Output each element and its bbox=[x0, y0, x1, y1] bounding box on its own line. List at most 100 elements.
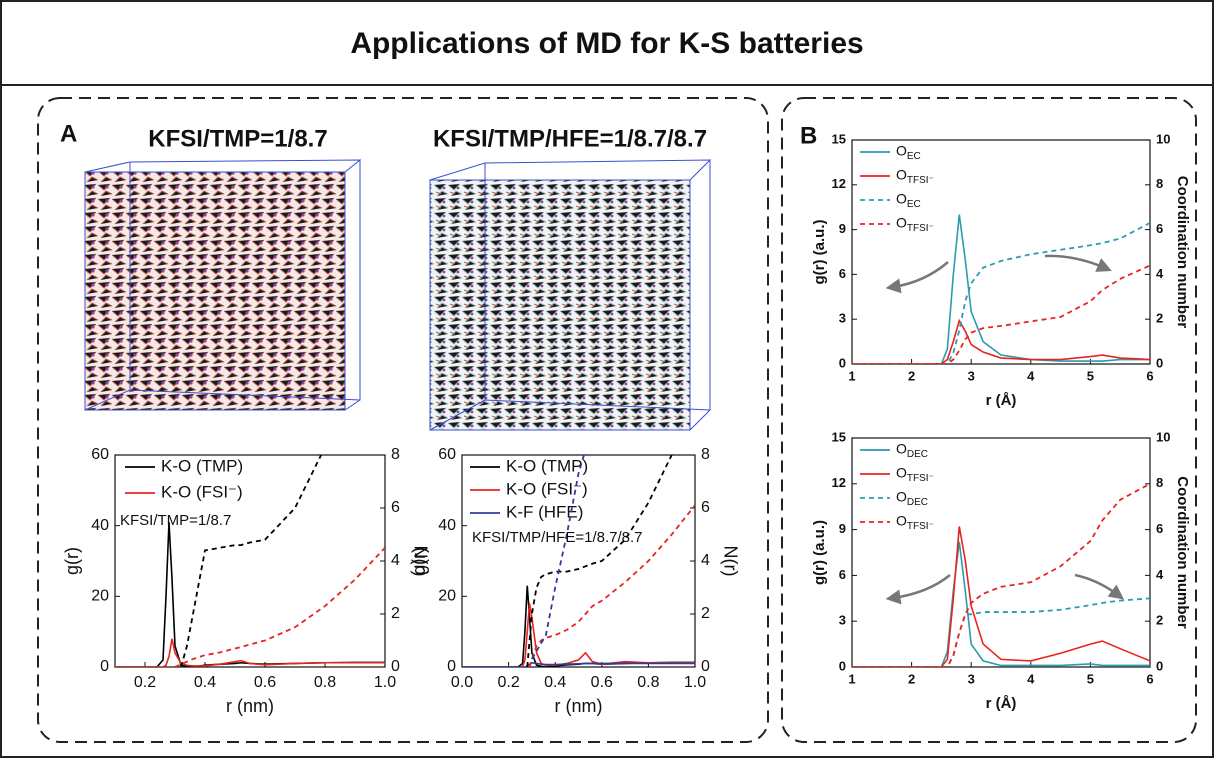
panel-label: B bbox=[800, 122, 817, 149]
data-line bbox=[115, 522, 385, 667]
legend-subscript: DEC bbox=[907, 449, 928, 460]
y-tick-label: 6 bbox=[839, 266, 846, 281]
legend-label: K-O (TMP) bbox=[161, 456, 243, 475]
y2-tick-label: 6 bbox=[391, 499, 400, 516]
y2-tick-label: 8 bbox=[391, 446, 400, 463]
y-tick-label: 9 bbox=[839, 521, 846, 536]
data-line bbox=[852, 598, 1150, 667]
annotation: KFSI/TMP/HFE=1/8.7/8.7 bbox=[472, 529, 642, 546]
y2-tick-label: 6 bbox=[1156, 521, 1163, 536]
data-line bbox=[852, 484, 1150, 667]
x-tick-label: 2 bbox=[908, 368, 915, 383]
y2-tick-label: 0 bbox=[1156, 355, 1163, 370]
y-axis-label: g(r) bbox=[62, 547, 82, 575]
y2-tick-label: 6 bbox=[701, 499, 710, 516]
y2-axis-label: Coordination number bbox=[1174, 476, 1191, 629]
x-tick-label: 1 bbox=[848, 368, 855, 383]
data-line bbox=[181, 447, 325, 667]
x-tick-label: 6 bbox=[1146, 671, 1153, 686]
legend-subscript: TFSI⁻ bbox=[907, 223, 934, 234]
legend-subscript: EC bbox=[907, 151, 921, 162]
data-line bbox=[852, 542, 1150, 667]
legend-label: OEC bbox=[896, 191, 921, 210]
legend-label: OEC bbox=[896, 143, 921, 162]
x-tick-label: 0.0 bbox=[451, 674, 473, 691]
x-tick-label: 3 bbox=[968, 671, 975, 686]
x-tick-label: 4 bbox=[1027, 368, 1035, 383]
y-tick-label: 0 bbox=[447, 658, 456, 675]
x-tick-label: 3 bbox=[968, 368, 975, 383]
y2-tick-label: 0 bbox=[391, 658, 400, 675]
structure-title: KFSI/TMP=1/8.7 bbox=[148, 125, 327, 152]
legend-label: OTFSI⁻ bbox=[896, 513, 934, 532]
plot-frame bbox=[115, 455, 385, 667]
md-snapshot bbox=[430, 160, 710, 430]
x-axis-label: r (nm) bbox=[555, 696, 603, 716]
data-line bbox=[115, 639, 385, 667]
y-tick-label: 12 bbox=[832, 475, 846, 490]
y-tick-label: 40 bbox=[438, 517, 456, 534]
legend-subscript: TFSI⁻ bbox=[907, 473, 934, 484]
y-axis-label: g(r) (a.u.) bbox=[811, 520, 828, 585]
data-line bbox=[462, 603, 695, 667]
y2-tick-label: 10 bbox=[1156, 429, 1170, 444]
data-line bbox=[852, 265, 1150, 364]
x-tick-label: 0.6 bbox=[591, 674, 613, 691]
x-tick-label: 0.4 bbox=[544, 674, 566, 691]
y2-tick-label: 2 bbox=[391, 605, 400, 622]
y-tick-label: 0 bbox=[839, 658, 846, 673]
y2-tick-label: 8 bbox=[1156, 176, 1163, 191]
legend-label: ODEC bbox=[896, 441, 928, 460]
data-line bbox=[462, 586, 695, 667]
y2-tick-label: 2 bbox=[701, 605, 710, 622]
y2-tick-label: 10 bbox=[1156, 131, 1170, 146]
legend-label: ODEC bbox=[896, 489, 928, 508]
data-line bbox=[852, 215, 1150, 364]
data-line bbox=[175, 548, 385, 667]
x-tick-label: 0.6 bbox=[254, 674, 276, 691]
y2-tick-label: 2 bbox=[1156, 613, 1163, 628]
y-tick-label: 12 bbox=[832, 176, 846, 191]
y-tick-label: 20 bbox=[438, 588, 456, 605]
y-tick-label: 15 bbox=[832, 429, 846, 444]
y2-tick-label: 6 bbox=[1156, 221, 1163, 236]
md-snapshot bbox=[85, 160, 360, 410]
y-tick-label: 9 bbox=[839, 221, 846, 236]
figure: Applications of MD for K-S batteries A B… bbox=[0, 0, 1214, 758]
x-tick-label: 0.2 bbox=[497, 674, 519, 691]
y2-tick-label: 4 bbox=[1156, 266, 1164, 281]
x-tick-label: 1 bbox=[848, 671, 855, 686]
y-tick-label: 3 bbox=[839, 311, 846, 326]
legend-subscript: TFSI⁻ bbox=[907, 521, 934, 532]
legend-subscript: DEC bbox=[907, 497, 928, 508]
y-tick-label: 3 bbox=[839, 613, 846, 628]
figure-title: Applications of MD for K-S batteries bbox=[350, 27, 863, 60]
data-line bbox=[852, 321, 1150, 364]
x-tick-label: 0.4 bbox=[194, 674, 216, 691]
y-tick-label: 0 bbox=[100, 658, 109, 675]
legend-label: OTFSI⁻ bbox=[896, 465, 934, 484]
y2-tick-label: 8 bbox=[1156, 475, 1163, 490]
legend-label: K-O (FSI⁻) bbox=[506, 479, 588, 498]
legend-subscript: EC bbox=[907, 199, 921, 210]
y2-tick-label: 8 bbox=[701, 446, 710, 463]
y-tick-label: 6 bbox=[839, 567, 846, 582]
structure-title: KFSI/TMP/HFE=1/8.7/8.7 bbox=[433, 125, 707, 152]
x-tick-label: 4 bbox=[1027, 671, 1035, 686]
x-tick-label: 0.2 bbox=[134, 674, 156, 691]
x-axis-label: r (Å) bbox=[986, 392, 1017, 409]
y-tick-label: 60 bbox=[91, 446, 109, 463]
x-axis-label: r (Å) bbox=[986, 695, 1017, 712]
y-tick-label: 0 bbox=[839, 355, 846, 370]
annotation: KFSI/TMP=1/8.7 bbox=[120, 512, 231, 529]
y-tick-label: 15 bbox=[832, 131, 846, 146]
y2-tick-label: 2 bbox=[1156, 311, 1163, 326]
y2-tick-label: 4 bbox=[1156, 567, 1164, 582]
legend-label: K-O (TMP) bbox=[506, 456, 588, 475]
data-line bbox=[852, 223, 1150, 364]
y2-axis-label: N(r) bbox=[720, 546, 740, 577]
legend-label: OTFSI⁻ bbox=[896, 167, 934, 186]
y2-tick-label: 0 bbox=[1156, 658, 1163, 673]
y-tick-label: 40 bbox=[91, 517, 109, 534]
x-tick-label: 2 bbox=[908, 671, 915, 686]
